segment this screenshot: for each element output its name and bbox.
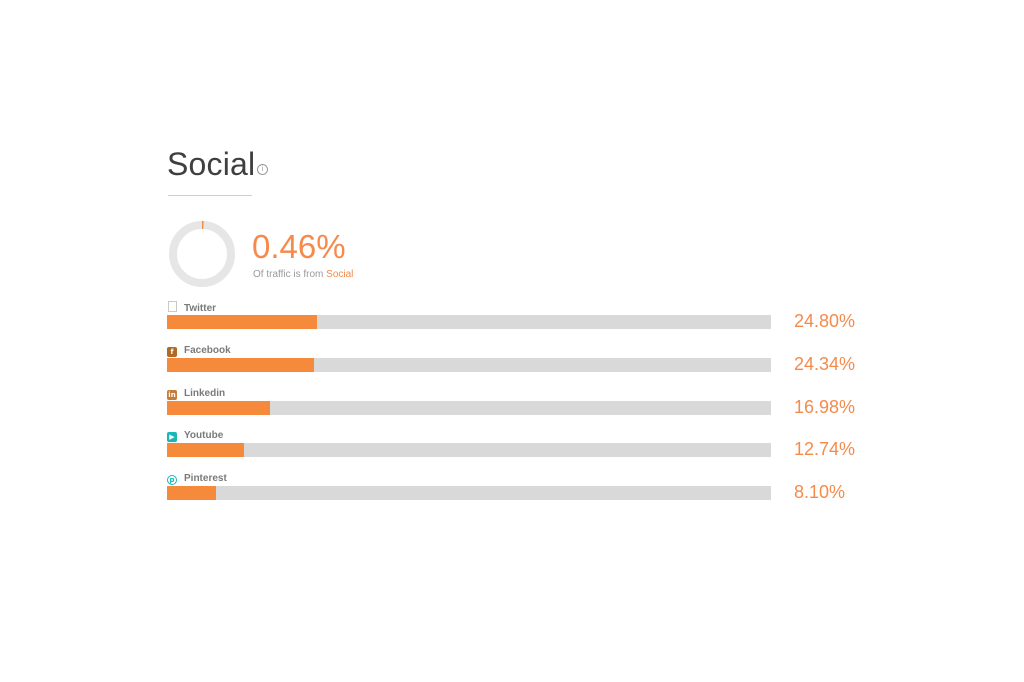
bar-label: p Pinterest: [167, 472, 227, 485]
bar-row-pinterest: p Pinterest 8.10%: [167, 472, 867, 512]
bar-track: [167, 443, 771, 457]
bar-row-twitter: Twitter 24.80%: [167, 301, 867, 341]
caption-highlight: Social: [326, 269, 354, 280]
bar-label: f Facebook: [167, 344, 231, 357]
bar-row-youtube: ▶ Youtube 12.74%: [167, 429, 867, 469]
bar-label: Twitter: [167, 301, 216, 314]
social-share-caption: Of traffic is from Social: [253, 269, 353, 280]
bar-fill: [167, 486, 216, 500]
donut-share-arc: [169, 221, 235, 287]
category-label: Youtube: [184, 430, 224, 441]
value-label: 8.10%: [794, 482, 846, 502]
value-label: 16.98%: [794, 397, 856, 417]
document-icon: [168, 301, 177, 312]
value-label: 24.80%: [794, 311, 856, 331]
title-divider: [168, 195, 252, 196]
bar-track: [167, 401, 771, 415]
info-icon[interactable]: i: [257, 164, 268, 175]
share-donut: [169, 221, 235, 287]
youtube-icon: ▶: [167, 432, 177, 442]
category-label: Pinterest: [184, 473, 227, 484]
value-label: 24.34%: [794, 354, 856, 374]
category-label: Facebook: [184, 345, 231, 356]
value-label: 12.74%: [794, 439, 856, 459]
category-label: Linkedin: [184, 388, 226, 399]
linkedin-icon: in: [167, 390, 177, 400]
pinterest-icon: p: [167, 475, 177, 485]
bar-track: [167, 358, 771, 372]
caption-prefix: Of traffic is from: [253, 269, 327, 280]
bar-track: [167, 486, 771, 500]
bar-fill: [167, 401, 270, 415]
bar-fill: [167, 358, 314, 372]
bar-fill: [167, 315, 317, 329]
bar-fill: [167, 443, 244, 457]
category-label: Twitter: [184, 303, 217, 314]
social-share-value: 0.46%: [252, 228, 346, 265]
donut-track: [169, 221, 235, 287]
facebook-icon: f: [167, 347, 177, 357]
page-title: Social: [167, 146, 256, 182]
bar-row-linkedin: in Linkedin 16.98%: [167, 387, 867, 427]
bar-label: ▶ Youtube: [167, 429, 223, 442]
bar-label: in Linkedin: [167, 387, 225, 400]
bar-row-facebook: f Facebook 24.34%: [167, 344, 867, 384]
bar-track: [167, 315, 771, 329]
